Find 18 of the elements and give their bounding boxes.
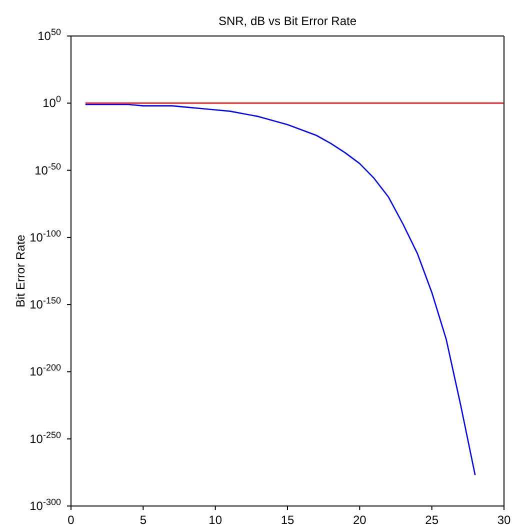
x-tick-label: 5	[140, 513, 147, 527]
y-tick-label: 10$^{50}$	[38, 27, 61, 43]
x-tick-label: 0	[68, 513, 75, 527]
y-tick-label: 10$^{0}$	[42, 94, 61, 110]
x-tick-label: 30	[497, 513, 511, 527]
y-tick-label: 10$^{-50}$	[34, 161, 61, 178]
y-tick-label: 10$^{-300}$	[30, 497, 61, 513]
y-tick-label: 10$^{-150}$	[30, 296, 61, 312]
y-tick-label: 10$^{-200}$	[30, 362, 61, 379]
x-tick-label: 15	[280, 513, 294, 527]
x-tick-label: 10	[208, 513, 222, 527]
x-tick-label: 25	[425, 513, 439, 527]
line-series	[84, 104, 476, 476]
y-tick-label: 10$^{-100}$	[30, 228, 61, 244]
y-axis-title: Bit Error Rate	[13, 234, 28, 308]
y-tick-label: 10$^{-250}$	[30, 430, 61, 446]
x-tick-label: 20	[352, 513, 367, 527]
chart-title: SNR, dB vs Bit Error Rate	[217, 14, 358, 28]
